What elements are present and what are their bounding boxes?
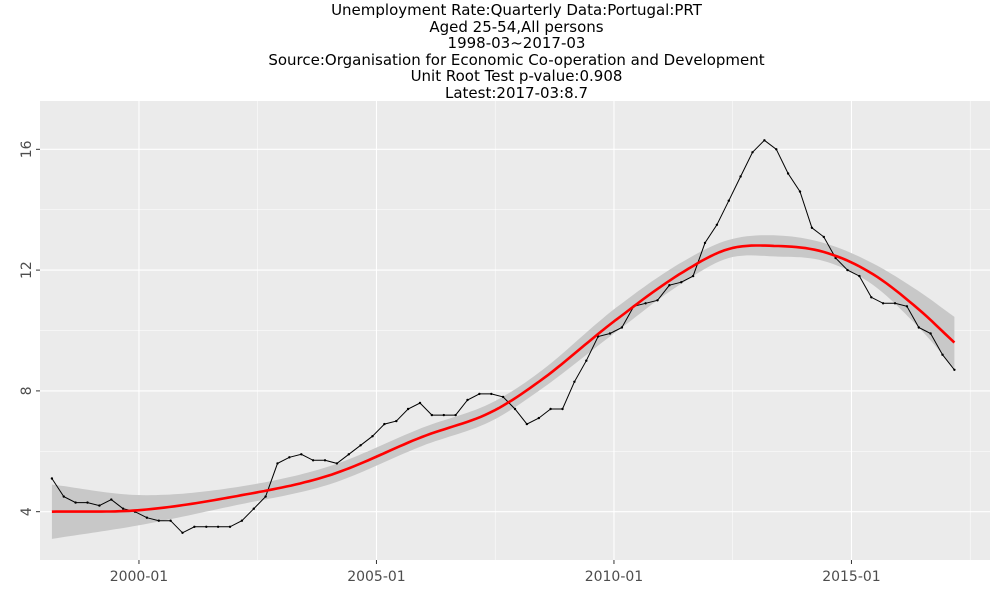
data-point bbox=[252, 507, 255, 510]
data-point bbox=[941, 353, 944, 356]
data-point bbox=[644, 302, 647, 305]
data-point bbox=[288, 456, 291, 459]
data-point bbox=[98, 504, 101, 507]
data-point bbox=[490, 392, 493, 396]
chart-title-line-3: 1998-03~2017-03 bbox=[447, 34, 586, 52]
data-point bbox=[193, 525, 196, 528]
data-point bbox=[264, 495, 267, 498]
data-point bbox=[395, 419, 398, 423]
chart-title-line-6: Latest:2017-03:8.7 bbox=[445, 83, 588, 102]
data-point bbox=[181, 531, 184, 534]
data-point bbox=[656, 299, 659, 302]
data-point bbox=[727, 199, 730, 202]
data-point bbox=[347, 453, 350, 456]
data-series bbox=[50, 139, 956, 534]
data-point bbox=[454, 413, 457, 417]
data-point bbox=[608, 332, 612, 335]
data-point bbox=[121, 507, 125, 510]
data-point bbox=[715, 223, 719, 226]
x-axis: 2000-01 2005-01 2010-01 2015-01 bbox=[110, 560, 881, 585]
data-point bbox=[525, 422, 529, 426]
data-point bbox=[62, 495, 65, 498]
x-tick-label: 2015-01 bbox=[822, 569, 881, 585]
y-tick-label: 4 bbox=[19, 507, 35, 516]
y-tick-label: 12 bbox=[19, 261, 35, 279]
y-axis: 4 8 12 16 bbox=[19, 140, 40, 516]
data-point bbox=[74, 501, 77, 504]
data-point bbox=[870, 296, 873, 299]
x-tick-label: 2000-01 bbox=[110, 569, 169, 585]
data-point bbox=[169, 519, 172, 522]
data-point bbox=[240, 519, 244, 522]
data-point bbox=[466, 398, 469, 402]
data-point bbox=[323, 459, 327, 462]
data-point bbox=[561, 407, 564, 411]
data-point bbox=[953, 368, 956, 371]
data-point bbox=[905, 305, 909, 308]
data-point bbox=[822, 235, 825, 239]
data-point bbox=[478, 392, 481, 396]
x-tick-label: 2010-01 bbox=[585, 569, 644, 585]
data-point bbox=[228, 525, 232, 528]
data-point bbox=[205, 525, 208, 528]
x-tick-label: 2005-01 bbox=[347, 569, 406, 585]
data-point bbox=[810, 226, 814, 229]
data-point bbox=[739, 175, 742, 178]
data-point bbox=[216, 525, 220, 528]
data-point bbox=[157, 519, 160, 522]
data-point bbox=[359, 444, 362, 447]
data-point bbox=[786, 172, 790, 175]
data-point bbox=[703, 241, 707, 245]
data-point bbox=[751, 151, 754, 154]
data-point bbox=[680, 281, 683, 284]
data-point bbox=[335, 462, 339, 465]
data-point bbox=[300, 453, 303, 456]
data-point bbox=[145, 516, 149, 519]
data-point bbox=[798, 190, 802, 193]
data-point bbox=[763, 139, 766, 142]
chart-title-line-4: Source:Organisation for Economic Co-oper… bbox=[268, 50, 765, 69]
y-tick-label: 16 bbox=[19, 140, 35, 158]
data-point bbox=[573, 380, 576, 383]
data-point bbox=[691, 274, 695, 278]
chart-title-line-1: Unemployment Rate:Quarterly Data:Portuga… bbox=[331, 1, 702, 19]
data-point bbox=[549, 407, 552, 411]
data-point bbox=[585, 359, 588, 362]
confidence-band-area bbox=[51, 235, 955, 539]
data-point bbox=[430, 413, 434, 417]
data-point bbox=[537, 416, 540, 420]
data-point bbox=[775, 148, 778, 151]
data-point bbox=[846, 268, 849, 272]
data-point bbox=[881, 302, 885, 305]
data-point bbox=[917, 326, 920, 329]
y-tick-label: 8 bbox=[19, 386, 35, 395]
data-point bbox=[893, 302, 897, 305]
data-point bbox=[929, 332, 932, 335]
data-point bbox=[858, 274, 861, 278]
data-point bbox=[276, 462, 279, 465]
data-point bbox=[442, 413, 445, 417]
data-point bbox=[668, 284, 671, 287]
data-point bbox=[311, 459, 315, 462]
chart-title-line-5: Unit Root Test p-value:0.908 bbox=[410, 67, 623, 85]
smooth-trend-line bbox=[51, 244, 956, 513]
data-point bbox=[86, 501, 89, 504]
chart-title-line-2: Aged 25-54,All persons bbox=[429, 17, 604, 36]
data-point bbox=[371, 435, 374, 438]
data-point bbox=[406, 407, 410, 411]
data-point bbox=[620, 326, 624, 329]
data-point bbox=[383, 422, 386, 426]
data-point bbox=[50, 477, 54, 480]
smooth-trend bbox=[51, 244, 956, 513]
data-point bbox=[418, 401, 422, 405]
data-point bbox=[501, 395, 505, 399]
data-point bbox=[110, 498, 113, 501]
data-point bbox=[513, 407, 517, 411]
chart-title-block: Unemployment Rate:Quarterly Data:Portuga… bbox=[0, 2, 1000, 101]
confidence-band bbox=[51, 235, 955, 539]
